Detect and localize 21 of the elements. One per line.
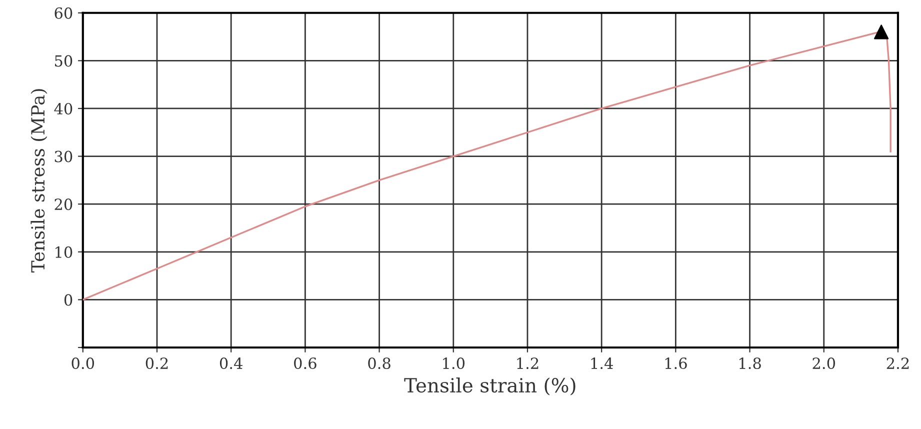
y-tick-label: 40 (54, 102, 72, 114)
x-tick-label: 0.2 (146, 357, 168, 370)
x-tick-label: 1.6 (665, 357, 687, 370)
y-tick-label: 60 (54, 7, 72, 19)
y-tick-label: 10 (56, 246, 72, 258)
x-tick-label: 0.4 (220, 357, 242, 370)
x-tick-label: 1.4 (591, 357, 613, 370)
x-axis-title: Tensile strain (%) (404, 378, 576, 396)
x-tick-label: 2.0 (812, 357, 836, 370)
y-axis-title: Tensile stress (MPa) (30, 89, 48, 272)
x-tick-label: 0.8 (368, 357, 390, 370)
x-tick-label: 0.6 (294, 357, 316, 370)
x-tick-label: 1.0 (443, 357, 465, 370)
x-tick-label: 1.2 (517, 357, 538, 370)
x-tick-label: 1.8 (739, 357, 761, 370)
x-tick-label: 2.2 (886, 357, 909, 370)
y-tick-label: 30 (54, 150, 72, 162)
x-tick-label: 0.0 (72, 357, 94, 370)
y-tick-label: 0 (64, 294, 72, 306)
y-tick-label: 50 (55, 55, 72, 67)
y-tick-label: 20 (54, 198, 72, 210)
